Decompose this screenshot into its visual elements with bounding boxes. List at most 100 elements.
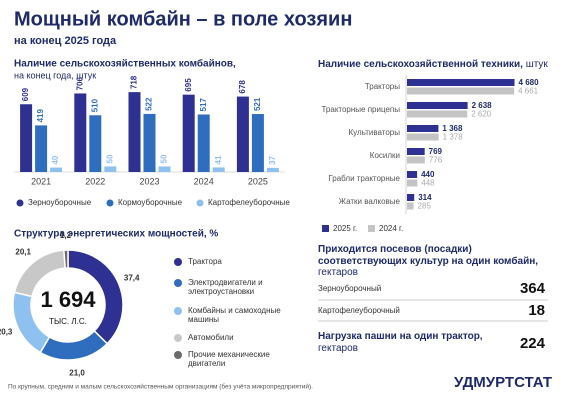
data-label: 40 xyxy=(51,155,60,164)
data-label: 521 xyxy=(253,97,262,111)
data-label: 37,4 xyxy=(124,274,140,283)
bar xyxy=(407,133,439,141)
data-label: 1 368 xyxy=(442,124,463,133)
ratio-label: Зерноуборочный xyxy=(318,284,381,293)
x-tick-label: 2022 xyxy=(85,176,105,186)
tractor-load-value: 224 xyxy=(520,335,546,352)
data-label: 41 xyxy=(214,155,223,164)
legend-marker xyxy=(16,199,24,207)
legend-label: 2024 г. xyxy=(379,224,403,233)
legend-marker xyxy=(368,225,375,232)
x-tick-label: 2023 xyxy=(139,176,159,186)
legend-label: Трактора xyxy=(188,257,222,266)
data-label: 1,2 xyxy=(60,231,72,240)
ratio-value: 364 xyxy=(520,280,546,297)
data-label: 718 xyxy=(130,75,139,89)
legend-label: Автомобили xyxy=(188,333,234,342)
data-label: 285 xyxy=(418,202,432,211)
donut-total: 1 694 xyxy=(40,287,96,312)
category-label: Культиваторы xyxy=(349,128,401,137)
legend-label: Картофелеуборочные xyxy=(208,198,290,207)
data-label: 776 xyxy=(429,156,443,165)
legend-marker xyxy=(174,351,182,359)
data-label: 609 xyxy=(21,87,30,101)
donut-slice xyxy=(39,329,109,361)
category-label: Тракторы xyxy=(365,82,400,91)
legend-marker xyxy=(322,225,329,232)
bar xyxy=(407,87,515,95)
legend-marker xyxy=(196,199,204,207)
data-label: 50 xyxy=(160,154,169,163)
data-label: 2 638 xyxy=(472,101,493,110)
bar xyxy=(158,166,171,172)
data-label: 2 620 xyxy=(471,110,492,119)
legend-label: Комбайны и самоходные машины xyxy=(188,306,281,325)
bar xyxy=(182,94,195,172)
tractor-load-title-text: Нагрузка пашни на один трактор, xyxy=(318,331,483,342)
legend-label: Зерноуборочные xyxy=(28,198,92,207)
data-label: 20,3 xyxy=(0,327,13,336)
bar xyxy=(197,114,210,172)
donut-slice xyxy=(63,249,69,269)
bar xyxy=(143,113,156,172)
legend-marker xyxy=(174,307,182,315)
bar xyxy=(407,171,418,178)
chart-subtitle: на конец года, штук xyxy=(14,70,96,80)
bar xyxy=(212,167,225,172)
data-label: 1 378 xyxy=(443,133,464,142)
legend-marker xyxy=(106,199,114,207)
legend-label: Кормоуборочные xyxy=(118,198,183,207)
donut-unit: ТЫС. Л.С. xyxy=(49,317,87,326)
data-label: 4 661 xyxy=(518,87,539,96)
category-label: Косилки xyxy=(370,151,400,160)
x-tick-label: 2021 xyxy=(31,176,51,186)
data-label: 440 xyxy=(421,170,435,179)
x-tick-label: 2025 xyxy=(248,176,268,186)
legend-label: Прочие механические двигатели xyxy=(188,350,270,369)
data-label: 419 xyxy=(36,108,45,122)
bar xyxy=(407,148,425,155)
bar xyxy=(20,104,33,172)
ratio-label: Картофелеуборочный xyxy=(318,306,400,315)
data-label: 314 xyxy=(418,193,432,202)
data-label: 510 xyxy=(90,98,99,112)
bar xyxy=(50,167,63,172)
data-label: 695 xyxy=(184,78,193,92)
data-label: 522 xyxy=(145,97,154,111)
category-label: Жатки валковые xyxy=(339,197,401,206)
bar xyxy=(407,156,425,164)
bar xyxy=(251,114,264,172)
data-label: 448 xyxy=(421,179,435,188)
data-label: 769 xyxy=(429,147,443,156)
bar xyxy=(407,110,468,118)
bar xyxy=(407,102,468,109)
bar xyxy=(407,79,515,86)
bar xyxy=(407,194,415,201)
bar xyxy=(407,125,439,132)
category-label: Грабли тракторные xyxy=(328,174,400,183)
category-label: Тракторные прицепы xyxy=(321,105,400,114)
bar xyxy=(89,115,102,172)
bar xyxy=(266,167,279,172)
data-label: 678 xyxy=(238,80,247,94)
subtitle: на конец 2025 года xyxy=(14,35,117,47)
data-label: 4 680 xyxy=(519,78,540,87)
data-label: 50 xyxy=(105,154,114,163)
tractor-load-title: Нагрузка пашни на один трактор, гектаров xyxy=(318,331,498,354)
bar xyxy=(35,125,48,172)
bar xyxy=(407,179,418,187)
data-label: 517 xyxy=(199,98,208,112)
ratios-title-text: Приходится посевов (посадки) соответству… xyxy=(318,244,539,267)
data-label: 37 xyxy=(268,155,277,164)
chart-title: Наличие сельскохозяйственной техники, xyxy=(318,59,523,70)
legend-label: Электродвигатели и электроустановки xyxy=(188,278,263,297)
legend-marker xyxy=(174,279,182,287)
ratios-title: Приходится посевов (посадки) соответству… xyxy=(318,244,558,279)
title: Мощный комбайн – в поле хозяин xyxy=(14,8,352,30)
bar xyxy=(74,93,87,172)
legend-label: 2025 г. xyxy=(333,224,357,233)
logo: УДМУРТСТАТ xyxy=(454,374,552,391)
ratio-value: 18 xyxy=(528,302,545,319)
